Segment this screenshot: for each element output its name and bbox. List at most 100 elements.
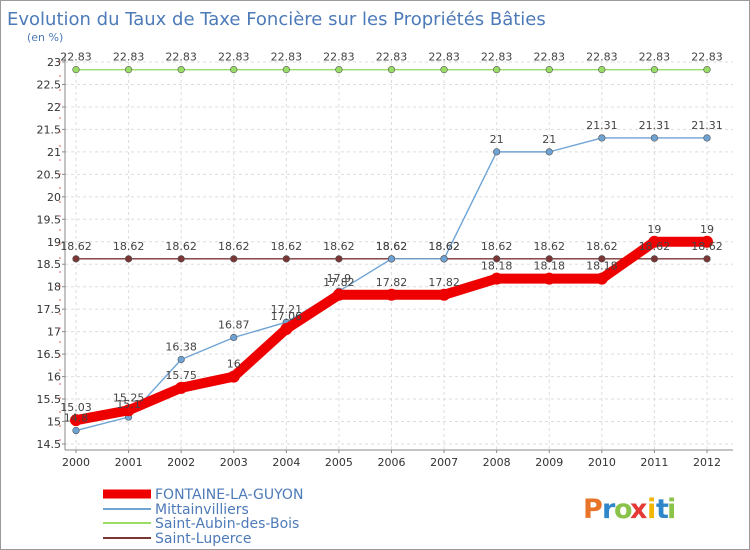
x-tick-label: 2003 (220, 456, 248, 469)
brand-letter: o (614, 494, 633, 525)
data-label: 22.83 (481, 51, 513, 64)
data-label: 15.75 (165, 369, 197, 382)
data-label: 17.82 (376, 276, 408, 289)
x-tick-label: 2009 (535, 456, 563, 469)
data-label: 22.83 (323, 51, 355, 64)
series-point (545, 66, 553, 74)
series-point (124, 255, 133, 263)
x-tick-label: 2000 (62, 456, 90, 469)
data-label: 22.83 (586, 51, 618, 64)
x-tick-label: 2008 (483, 456, 511, 469)
data-label: 21 (542, 133, 556, 146)
series-point (72, 426, 80, 435)
brand-letter: r (602, 494, 616, 525)
series-point (332, 288, 345, 301)
series-group (70, 66, 713, 435)
x-tick-label: 2006 (378, 456, 406, 469)
data-label: 18.62 (376, 240, 408, 253)
data-label: 22.83 (691, 51, 723, 64)
x-tick-label: 2004 (272, 456, 300, 469)
series-point (230, 255, 238, 263)
series-point (701, 235, 713, 248)
data-label: 22.83 (376, 51, 408, 64)
data-label: 18.62 (639, 240, 671, 253)
y-tick-label: 21.5 (37, 123, 62, 136)
data-label: 17.82 (323, 276, 355, 289)
series-point (598, 66, 606, 74)
data-label: 18.18 (586, 260, 618, 273)
series-point (70, 414, 82, 427)
data-label: 18.62 (113, 240, 145, 253)
y-tick-label: 19.5 (37, 213, 62, 226)
axes: 14.5 15 15.5 16 16.5 17 17.5 18 18.5 19 19.5 20 20.5… (37, 54, 733, 469)
series-point (335, 66, 343, 74)
x-tick-label: 2001 (115, 456, 143, 469)
data-label: 18.62 (60, 240, 92, 253)
series-point (124, 66, 133, 74)
data-label: 22.83 (60, 51, 92, 64)
data-label: 22.83 (639, 51, 671, 64)
series-point (648, 235, 661, 248)
data-label: 21.31 (586, 119, 618, 132)
series-point (545, 255, 553, 263)
data-label: 18.62 (691, 240, 723, 253)
data-label: 18.62 (428, 240, 460, 253)
y-tick-label: 15.5 (37, 393, 62, 406)
legend: FONTAINE-LA-GUYONMittainvilliersSaint-Au… (103, 487, 303, 547)
series-point (335, 255, 343, 263)
series-point (72, 255, 80, 263)
legend-label: Mittainvilliers (155, 502, 249, 518)
x-tick-label: 2011 (640, 456, 668, 469)
series-point (440, 255, 448, 263)
x-tick-label: 2002 (167, 456, 195, 469)
data-label: 17.21 (271, 303, 303, 316)
series-point (493, 255, 501, 263)
data-label: 22.83 (271, 51, 303, 64)
series-point (595, 272, 608, 285)
series-point (703, 134, 711, 142)
legend-label: Saint-Aubin-des-Bois (155, 516, 299, 532)
legend-label: Saint-Luperce (155, 531, 251, 547)
series-point (703, 255, 711, 263)
brand-letter: P (583, 494, 603, 525)
data-label: 17.82 (428, 276, 460, 289)
data-label: 22.83 (218, 51, 250, 64)
y-tick-label: 19 (47, 236, 61, 249)
series-point (282, 66, 290, 74)
y-tick-label: 15 (47, 416, 61, 429)
y-tick-label: 23 (47, 56, 61, 69)
series-point (387, 255, 396, 263)
y-tick-label: 17.5 (37, 303, 62, 316)
series-point (282, 255, 290, 263)
brand-letter: t (656, 494, 669, 525)
series-point (175, 381, 188, 394)
data-label: 15.03 (60, 401, 92, 414)
data-label: 16.87 (218, 318, 250, 331)
data-label: 14.8 (64, 412, 89, 425)
series-point (650, 255, 659, 263)
x-tick-label: 2010 (588, 456, 616, 469)
data-label: 21 (490, 133, 504, 146)
data-label: 18.62 (218, 240, 250, 253)
series-point (703, 66, 711, 74)
y-tick-label: 18 (47, 281, 61, 294)
data-label: 22.83 (534, 51, 566, 64)
data-label: 18.62 (165, 240, 197, 253)
y-tick-label: 18.5 (37, 258, 62, 271)
data-label: 19 (647, 223, 661, 236)
data-label: 18.62 (534, 240, 566, 253)
brand-letter: x (630, 494, 647, 525)
y-tick-label: 22.5 (37, 78, 62, 91)
series-point (72, 66, 80, 74)
data-label: 22.83 (165, 51, 197, 64)
data-label: 22.83 (113, 51, 145, 64)
data-labels: 15.03 15.25 15.75 16 17.06 17.82 17.82 17.82 18.… (60, 51, 723, 425)
series-point (177, 255, 185, 263)
data-label: 18.62 (323, 240, 355, 253)
series-point (387, 66, 396, 74)
series-point (230, 333, 238, 342)
series-point (493, 148, 501, 156)
series-point (280, 322, 293, 335)
series-point (177, 355, 185, 364)
